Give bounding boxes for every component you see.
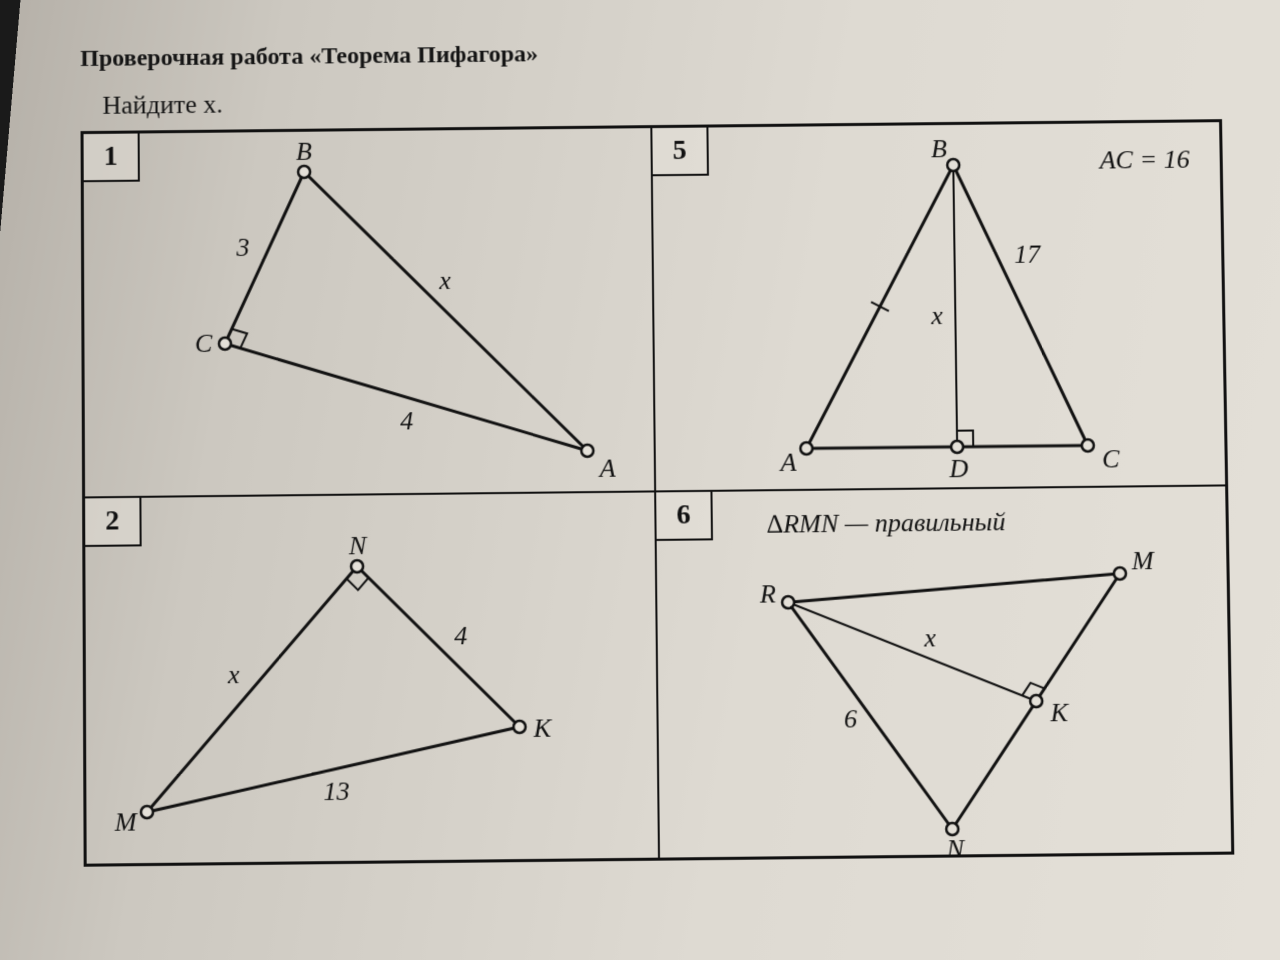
svg-text:A: A xyxy=(597,453,615,482)
svg-text:C: C xyxy=(195,329,213,358)
svg-text:B: B xyxy=(931,134,947,163)
svg-text:M: M xyxy=(114,807,138,837)
svg-text:A: A xyxy=(778,448,796,477)
worksheet-instruction: Найдите x. xyxy=(80,79,1221,121)
svg-text:x: x xyxy=(923,623,936,653)
svg-text:C: C xyxy=(1102,444,1121,473)
svg-text:K: K xyxy=(1049,698,1070,728)
problems-grid: 1 BCA34x 5 AC = 16 BACD17x xyxy=(81,119,1235,867)
svg-text:x: x xyxy=(930,301,943,330)
figure-6: R M N K 6 x xyxy=(656,486,1235,857)
worksheet-title: Проверочная работа «Теорема Пифагора» xyxy=(80,34,1221,73)
figure-2: N K Mx 4 13 xyxy=(85,492,662,863)
photo-frame: Проверочная работа «Теорема Пифагора» На… xyxy=(0,0,1280,960)
problem-5: 5 AC = 16 BACD17x xyxy=(651,121,1226,491)
svg-text:6: 6 xyxy=(844,705,857,735)
problem-6: 6 ∆RMN — правильный RMNK6x xyxy=(655,485,1232,858)
svg-text:K: K xyxy=(533,713,553,743)
figure-5: B A C D 17 x xyxy=(652,122,1229,490)
svg-text:17: 17 xyxy=(1014,239,1041,268)
svg-text:x: x xyxy=(227,660,240,690)
svg-text:B: B xyxy=(296,137,312,166)
worksheet-page: Проверочная работа «Теорема Пифагора» На… xyxy=(20,0,1280,960)
problem-2: 2 NKMx413 xyxy=(84,491,659,864)
svg-text:13: 13 xyxy=(323,776,349,806)
svg-text:4: 4 xyxy=(454,621,467,651)
svg-text:M: M xyxy=(1131,546,1156,576)
problem-1: 1 BCA34x xyxy=(83,127,656,497)
svg-text:x: x xyxy=(438,266,451,295)
svg-text:R: R xyxy=(759,579,776,609)
svg-text:D: D xyxy=(948,454,969,484)
svg-text:N: N xyxy=(945,834,966,858)
figure-1: B C A 3 4 x xyxy=(84,128,659,496)
svg-text:4: 4 xyxy=(400,406,413,435)
svg-text:N: N xyxy=(348,531,368,561)
svg-text:3: 3 xyxy=(235,233,249,262)
